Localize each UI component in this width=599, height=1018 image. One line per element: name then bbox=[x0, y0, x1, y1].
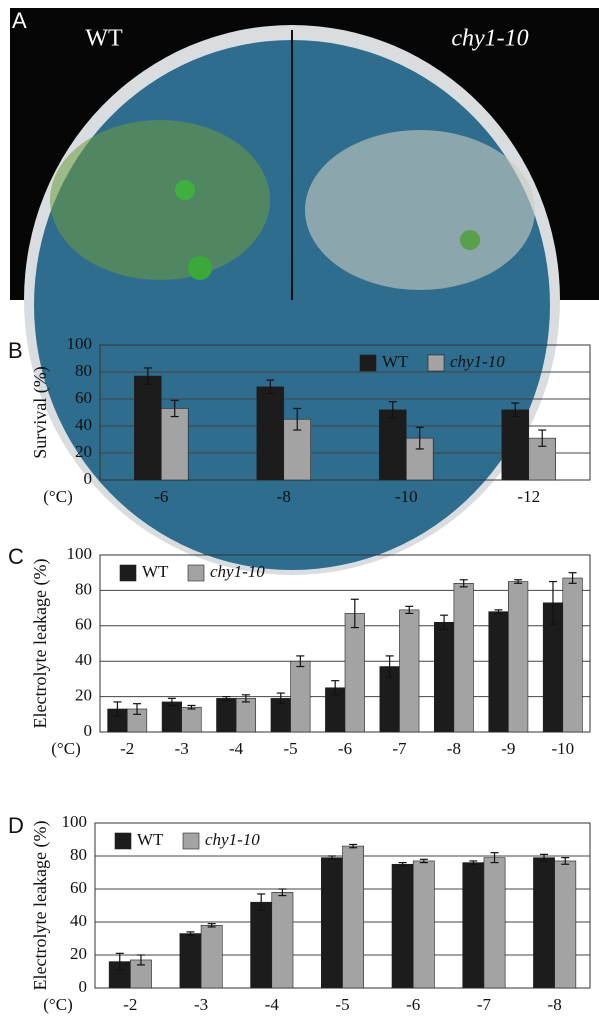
x-tick-label: -4 bbox=[229, 739, 244, 758]
y-axis-label: Electrolyte leakage (%) bbox=[30, 559, 51, 729]
bar bbox=[454, 583, 474, 732]
x-tick-label: -8 bbox=[277, 487, 291, 506]
legend-swatch bbox=[360, 355, 376, 371]
y-tick-label: 0 bbox=[84, 469, 93, 488]
bar bbox=[508, 582, 528, 732]
x-tick-label: -12 bbox=[517, 487, 540, 506]
x-axis-label: (°C) bbox=[43, 487, 72, 506]
mutant-seedlings bbox=[305, 130, 535, 290]
y-tick-label: 0 bbox=[79, 977, 88, 996]
leaf bbox=[188, 256, 212, 280]
y-tick-label: 100 bbox=[67, 334, 93, 353]
y-tick-label: 40 bbox=[75, 415, 92, 434]
bar bbox=[463, 863, 484, 988]
panel-label: B bbox=[8, 338, 23, 363]
x-tick-label: -5 bbox=[283, 739, 297, 758]
x-tick-label: -3 bbox=[194, 995, 208, 1014]
bar bbox=[563, 578, 583, 732]
bar bbox=[251, 902, 272, 988]
x-tick-label: -10 bbox=[551, 739, 574, 758]
legend-label: chy1-10 bbox=[450, 352, 505, 371]
y-tick-label: 80 bbox=[75, 361, 92, 380]
x-tick-label: -4 bbox=[265, 995, 280, 1014]
y-tick-label: 60 bbox=[75, 615, 92, 634]
legend-swatch bbox=[188, 565, 204, 581]
bar bbox=[201, 925, 222, 988]
figure: A WT chy1-10 B Survival (%) 0 20 40 60 80 100 (°… bbox=[0, 0, 599, 1018]
bar bbox=[533, 858, 554, 988]
y-tick-label: 60 bbox=[75, 388, 92, 407]
y-tick-label: 20 bbox=[75, 442, 92, 461]
x-tick-label: -2 bbox=[120, 739, 134, 758]
legend-swatch bbox=[183, 833, 199, 849]
y-axis-label: Survival (%) bbox=[30, 366, 51, 458]
x-tick-label: -10 bbox=[395, 487, 418, 506]
bar bbox=[162, 702, 182, 732]
bar bbox=[217, 698, 237, 732]
bar bbox=[399, 610, 419, 732]
bar bbox=[413, 861, 434, 988]
bar bbox=[345, 613, 365, 732]
leaf bbox=[460, 230, 480, 250]
wt-seedlings bbox=[50, 120, 270, 280]
x-tick-label: -5 bbox=[335, 995, 349, 1014]
bar bbox=[257, 387, 284, 480]
y-tick-label: 100 bbox=[62, 812, 88, 831]
bar bbox=[392, 864, 413, 988]
y-tick-label: 40 bbox=[70, 911, 87, 930]
bar bbox=[555, 861, 576, 988]
legend-label: WT bbox=[382, 352, 409, 371]
legend-swatch bbox=[120, 565, 136, 581]
x-tick-label: -7 bbox=[477, 995, 492, 1014]
bar bbox=[161, 408, 188, 480]
panel-label: D bbox=[8, 813, 24, 838]
bar bbox=[502, 410, 529, 480]
bar bbox=[379, 410, 406, 480]
leaf bbox=[175, 180, 195, 200]
x-axis-label: (°C) bbox=[51, 739, 80, 758]
bar bbox=[134, 376, 161, 480]
x-tick-label: -2 bbox=[123, 995, 137, 1014]
bar bbox=[343, 846, 364, 988]
photo-label: chy1-10 bbox=[451, 26, 528, 52]
legend-label: WT bbox=[137, 830, 164, 849]
legend-swatch bbox=[428, 355, 444, 371]
photo-label: WT bbox=[85, 26, 123, 52]
bar bbox=[180, 934, 201, 988]
legend-label: chy1-10 bbox=[205, 830, 260, 849]
y-axis-label: Electrolyte leakage (%) bbox=[30, 821, 51, 991]
panel-label: C bbox=[8, 544, 24, 569]
x-tick-label: -6 bbox=[406, 995, 420, 1014]
legend-swatch bbox=[115, 833, 131, 849]
bar bbox=[434, 622, 454, 732]
y-tick-label: 60 bbox=[70, 878, 87, 897]
y-tick-label: 40 bbox=[75, 650, 92, 669]
x-tick-label: -3 bbox=[175, 739, 189, 758]
panel-label: A bbox=[12, 8, 27, 33]
bar bbox=[484, 858, 505, 988]
bar bbox=[236, 698, 256, 732]
x-tick-label: -9 bbox=[501, 739, 515, 758]
x-tick-label: -8 bbox=[548, 995, 562, 1014]
x-axis-label: (°C) bbox=[43, 995, 72, 1014]
legend-label: chy1-10 bbox=[210, 562, 265, 581]
y-tick-label: 80 bbox=[75, 579, 92, 598]
bar bbox=[272, 892, 293, 988]
bar bbox=[321, 858, 342, 988]
bar bbox=[182, 707, 202, 732]
x-tick-label: -8 bbox=[447, 739, 461, 758]
y-tick-label: 20 bbox=[70, 944, 87, 963]
legend-label: WT bbox=[142, 562, 169, 581]
bar bbox=[291, 661, 311, 732]
y-tick-label: 0 bbox=[84, 721, 93, 740]
x-tick-label: -7 bbox=[392, 739, 407, 758]
y-tick-label: 100 bbox=[67, 544, 93, 563]
bar bbox=[489, 612, 509, 732]
x-tick-label: -6 bbox=[154, 487, 168, 506]
y-tick-label: 80 bbox=[70, 845, 87, 864]
x-tick-label: -6 bbox=[338, 739, 352, 758]
y-tick-label: 20 bbox=[75, 686, 92, 705]
photo-panel: A WT chy1-10 bbox=[10, 8, 599, 575]
